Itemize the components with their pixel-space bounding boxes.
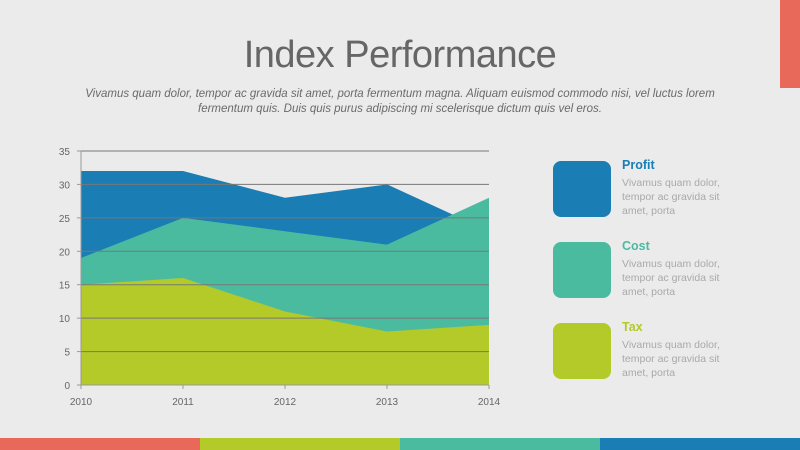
legend-item-tax: Tax Vivamus quam dolor, tempor ac gravid… (553, 320, 773, 383)
legend-desc-tax: Vivamus quam dolor, tempor ac gravida si… (622, 339, 720, 379)
x-tick-label: 2011 (172, 397, 194, 408)
legend-item-cost: Cost Vivamus quam dolor, tempor ac gravi… (553, 239, 773, 302)
legend-item-profit: Profit Vivamus quam dolor, tempor ac gra… (553, 158, 773, 221)
x-tick-label: 2010 (70, 397, 93, 408)
y-tick-label: 15 (59, 281, 71, 292)
y-tick-label: 25 (59, 214, 71, 225)
slide-title: Index Performance (243, 34, 557, 76)
y-tick-label: 0 (64, 381, 70, 392)
legend-name-tax: Tax (622, 320, 643, 334)
y-tick-label: 5 (64, 348, 70, 359)
x-tick-label: 2012 (274, 397, 297, 408)
legend-swatch-cost (553, 242, 611, 298)
y-tick-label: 10 (59, 314, 71, 325)
legend-name-cost: Cost (622, 239, 650, 253)
legend-swatch-tax (553, 323, 611, 379)
legend-name-profit: Profit (622, 158, 655, 172)
y-tick-label: 20 (59, 247, 71, 258)
y-tick-label: 35 (59, 147, 71, 158)
x-tick-label: 2014 (478, 397, 501, 408)
y-tick-label: 30 (59, 180, 71, 191)
footer-color-bar (0, 438, 800, 450)
footer-segment (400, 438, 600, 450)
area-tax (81, 278, 489, 385)
legend-desc-cost: Vivamus quam dolor, tempor ac gravida si… (622, 258, 720, 298)
footer-segment (0, 438, 200, 450)
legend-desc-profit: Vivamus quam dolor, tempor ac gravida si… (622, 177, 720, 217)
corner-accent (780, 0, 800, 88)
slide-subtitle: Vivamus quam dolor, tempor ac gravida si… (85, 88, 715, 115)
legend-swatch-profit (553, 161, 611, 217)
footer-segment (200, 438, 400, 450)
x-tick-label: 2013 (376, 397, 399, 408)
footer-segment (600, 438, 800, 450)
